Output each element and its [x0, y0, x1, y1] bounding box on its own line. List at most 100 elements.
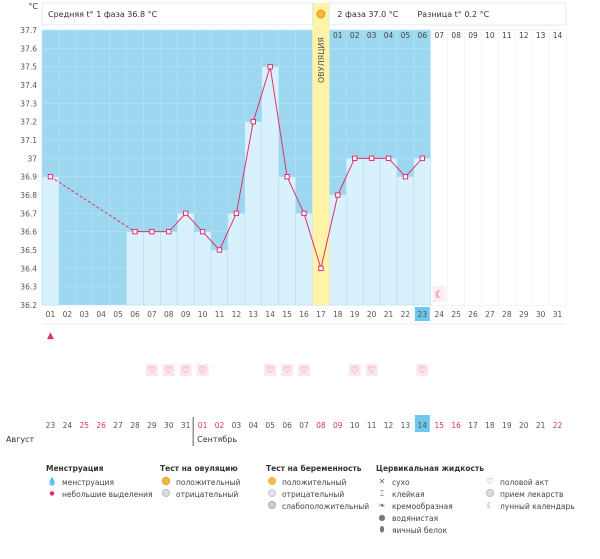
y-tick-label: 36.2 [20, 301, 37, 310]
temperature-point [132, 228, 138, 235]
temperature-bar [329, 194, 347, 306]
line-segment [286, 176, 305, 214]
heart-cell [264, 364, 277, 376]
legend-item: ❧ кремообразная [376, 500, 484, 512]
line-segment [320, 194, 339, 269]
line-segment [202, 231, 220, 251]
heart-cell [416, 364, 429, 376]
temperature-bar [193, 231, 212, 306]
date-label: 11 [367, 421, 377, 430]
cycle-day-axis: 01 02 03 04 05 06 07 08 09 10 11 12 13 14 15 16 17 18 19 20… [42, 307, 566, 325]
legend-label: слабоположительный [282, 501, 370, 511]
month-september: Сентябрь [197, 435, 237, 444]
cycle-day-label: 11 [215, 310, 225, 319]
legend-item: положительный [266, 476, 369, 488]
test-positive-icon [266, 476, 278, 488]
legend-ovulation-test: Тест на овуляцию положительный отрицател… [160, 464, 240, 500]
y-tick-label: 36.6 [20, 228, 37, 237]
temperature-point [335, 192, 341, 198]
heart-cell [348, 364, 361, 376]
date-label: 17 [468, 421, 478, 430]
date-label: 20 [519, 421, 529, 430]
ovulation-band: ОВУЛЯЦИЯ [312, 3, 330, 305]
heart-cell [298, 364, 310, 376]
symptom-rows: ▲ ♡ ♡ ♡ ♡ ♡ ♡ ♡ ♡ ♡ ♡ ☾ [47, 286, 446, 376]
y-tick-label: 36.4 [20, 264, 37, 273]
cycle-day-label: 16 [299, 310, 309, 319]
phase2-day-label: 03 [367, 31, 377, 40]
cycle-day-label: 30 [536, 310, 546, 319]
legend-label: водянистая [392, 513, 439, 523]
test-weak-icon [266, 500, 278, 512]
cycle-day-label: 27 [485, 310, 495, 319]
month-august: Август [6, 435, 35, 444]
y-tick-label: 36.9 [20, 173, 37, 182]
y-tick-label: 37.1 [20, 136, 37, 145]
chart-header: Средняя t° 1 фаза 36.8 °C 2 фаза 37.0 °C Р… [41, 2, 567, 40]
phase2-day-label: 13 [536, 31, 546, 40]
legend-title: Менструация [46, 464, 104, 473]
temperature-bar [176, 213, 195, 306]
menstruation-icon: ▲ [47, 331, 54, 341]
date-label: 28 [130, 421, 140, 430]
heart-icon: ♡ [165, 366, 173, 376]
temperature-bar [346, 158, 364, 306]
line-segment [405, 157, 423, 178]
temperature-point [166, 228, 172, 235]
heart-cell [196, 364, 209, 376]
legend-pregnancy-test: Тест на беременность положительный отриц… [266, 464, 369, 512]
temperature-bar [244, 121, 262, 306]
bbt-chart: ОВУЛЯЦИЯ 37.737.637.537.437.337.237.1373… [6, 2, 567, 446]
legend-cervical: Цервикальная жидкость ✕ сухо ⌶ клейкая ❧ кр… [376, 464, 484, 536]
legend-item: отрицательный [160, 488, 240, 500]
heart-cell [365, 364, 378, 376]
date-label: 02 [215, 421, 225, 430]
date-label: 25 [79, 421, 89, 430]
heart-icon: ♡ [368, 366, 376, 376]
phase1-box [41, 2, 313, 26]
legend-item: ☾ лунный календарь [484, 500, 574, 512]
date-label: 08 [316, 421, 326, 430]
cycle-day-label: 05 [113, 310, 123, 319]
phase1-average: Средняя t° 1 фаза 36.8 °C [48, 10, 158, 19]
line-segment [388, 157, 406, 178]
temperature-point [267, 63, 273, 70]
legend-label: сухо [392, 477, 410, 487]
cycle-day-label: 02 [63, 310, 73, 319]
cycle-day-label: 28 [502, 310, 512, 319]
legend-label: менструация [62, 477, 114, 487]
legend-label: клейкая [392, 489, 425, 499]
unit-label: °C [28, 2, 38, 11]
cycle-day-label: 04 [96, 310, 106, 319]
phase2-day-label: 11 [502, 31, 512, 40]
date-label: 15 [434, 421, 444, 430]
legend-other: ♡ половой акт прием лекарств ☾ лунный кале… [484, 476, 575, 512]
y-axis: 37.7 37.6 37.5 37.4 37.3 37.2 37.1 37 36.9 36.8 36… [20, 2, 38, 310]
temperature-bar [210, 249, 229, 306]
cycle-day-label: 03 [79, 310, 89, 319]
legend-menstruation: Менструация 💧 менструация ● небольшие выде… [46, 464, 153, 500]
temperature-bar [160, 231, 178, 306]
date-label: 09 [333, 421, 343, 430]
y-tick-label: 37.4 [20, 81, 37, 90]
cycle-day-label: 10 [198, 310, 208, 319]
date-label: 05 [265, 421, 275, 430]
temperature-point [301, 210, 307, 217]
legend-item: слабоположительный [266, 500, 369, 512]
y-tick-label: 36.3 [20, 283, 37, 292]
legend-label: положительный [282, 477, 347, 487]
legend-item: ● небольшие выделения [46, 488, 152, 500]
small-drop-icon: ● [49, 490, 55, 497]
sun-negative-icon [160, 488, 172, 500]
legend-item: отрицательный [266, 488, 369, 500]
date-label: 12 [384, 421, 394, 430]
date-label: 13 [401, 421, 411, 430]
phase2-day-label: 12 [519, 31, 529, 40]
line-segment [337, 158, 356, 196]
date-label: 06 [282, 421, 292, 430]
temperature-bar [379, 158, 398, 306]
cycle-day-label: 08 [164, 310, 174, 319]
cycle-day-label: 20 [367, 310, 377, 319]
heart-icon: ♡ [418, 366, 426, 376]
cycle-day-label: 17 [316, 310, 326, 319]
